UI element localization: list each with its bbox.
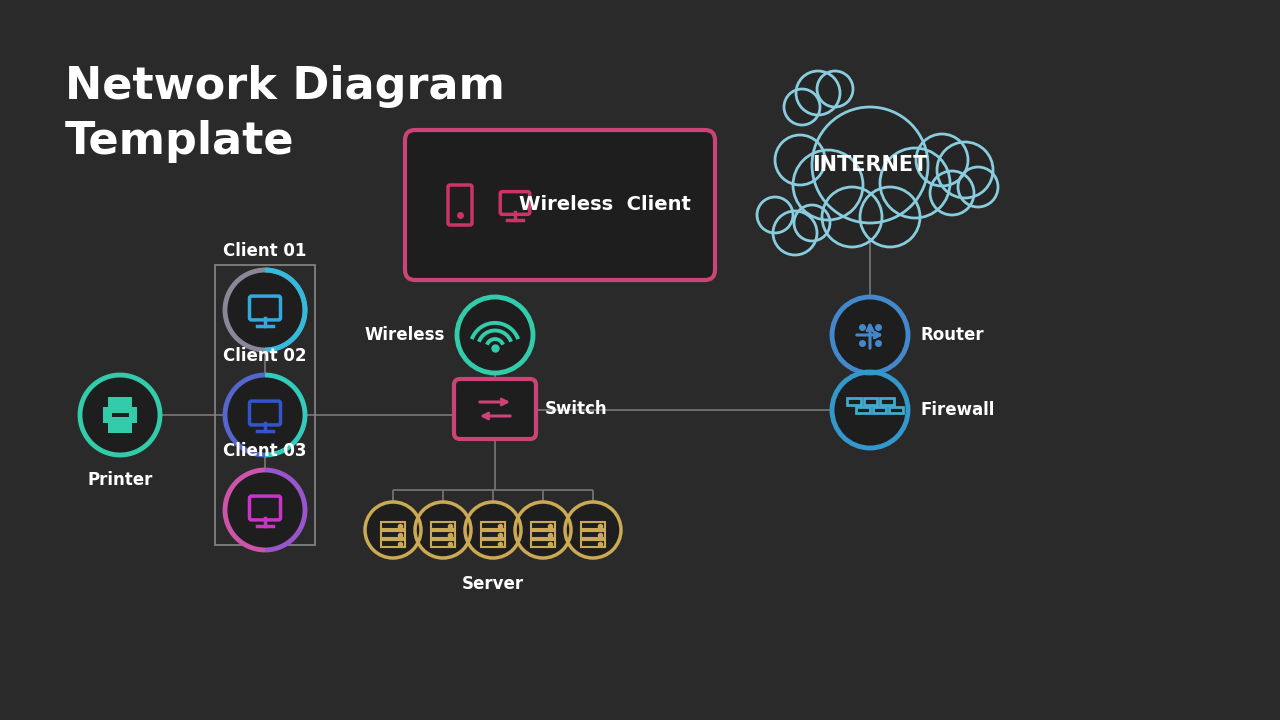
FancyBboxPatch shape [108, 397, 132, 408]
Text: Printer: Printer [87, 471, 152, 489]
Circle shape [916, 134, 968, 186]
Circle shape [365, 502, 421, 558]
FancyBboxPatch shape [102, 408, 137, 423]
Circle shape [773, 211, 817, 255]
Circle shape [465, 502, 521, 558]
Circle shape [774, 135, 826, 185]
Text: Firewall: Firewall [920, 401, 995, 419]
Circle shape [860, 187, 920, 247]
Text: Wireless: Wireless [365, 326, 445, 344]
Circle shape [515, 502, 571, 558]
Circle shape [832, 297, 908, 373]
Text: INTERNET: INTERNET [813, 155, 928, 175]
FancyBboxPatch shape [111, 413, 128, 417]
Circle shape [937, 142, 993, 198]
Circle shape [564, 502, 621, 558]
Circle shape [225, 270, 305, 350]
Circle shape [794, 205, 829, 241]
FancyBboxPatch shape [108, 423, 132, 433]
Circle shape [796, 71, 840, 115]
Circle shape [225, 375, 305, 455]
Circle shape [783, 89, 820, 125]
Text: Server: Server [462, 575, 524, 593]
FancyBboxPatch shape [454, 379, 536, 439]
Circle shape [931, 171, 974, 215]
Circle shape [79, 375, 160, 455]
Circle shape [822, 187, 882, 247]
Text: Client 02: Client 02 [223, 347, 307, 365]
Text: Router: Router [920, 326, 983, 344]
Circle shape [812, 107, 928, 223]
Circle shape [817, 71, 852, 107]
Circle shape [794, 150, 863, 220]
Circle shape [957, 167, 998, 207]
Text: Client 01: Client 01 [223, 242, 307, 260]
Circle shape [832, 372, 908, 448]
Circle shape [756, 197, 794, 233]
Circle shape [457, 297, 532, 373]
Text: Switch: Switch [545, 400, 608, 418]
Text: Wireless  Client: Wireless Client [520, 196, 691, 215]
Circle shape [225, 470, 305, 550]
FancyBboxPatch shape [404, 130, 716, 280]
Circle shape [881, 148, 950, 218]
Text: Client 03: Client 03 [223, 442, 307, 460]
Circle shape [415, 502, 471, 558]
Text: Network Diagram
Template: Network Diagram Template [65, 65, 504, 163]
